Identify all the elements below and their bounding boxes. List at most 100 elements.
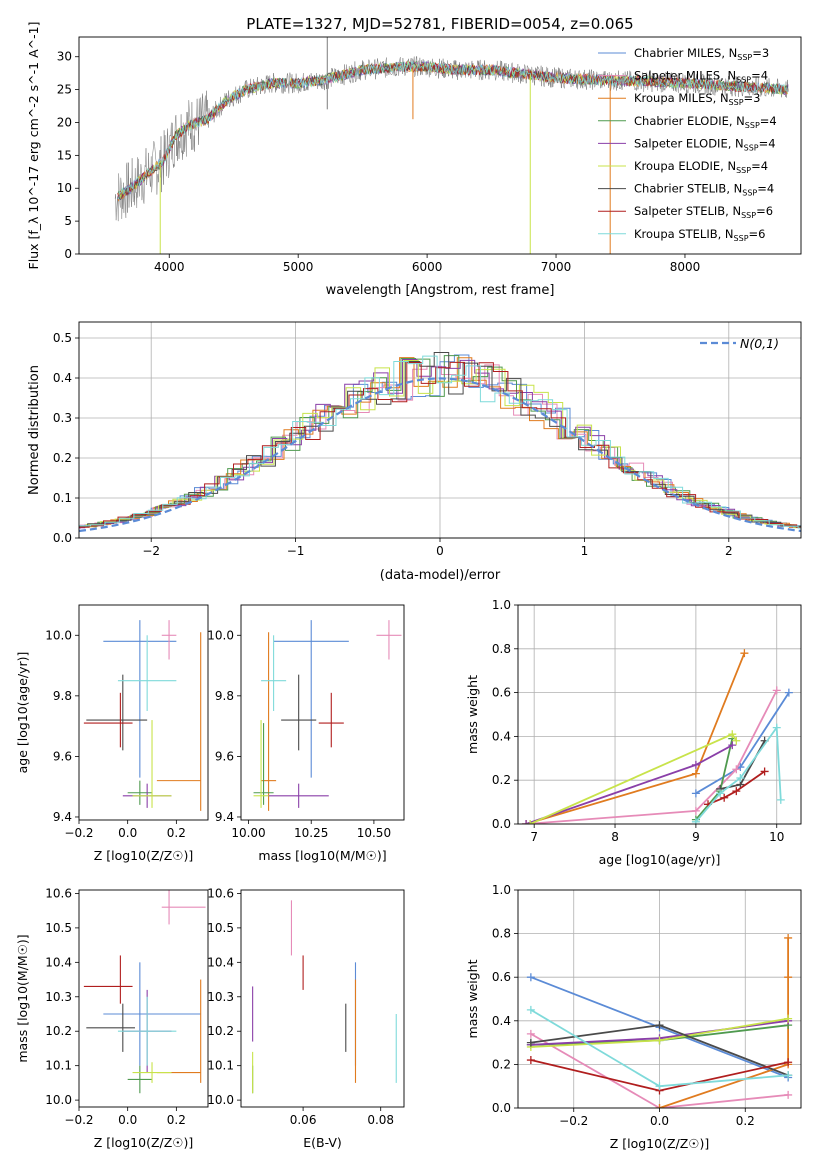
age_vs_Z-points [83, 620, 202, 811]
figure-title: PLATE=1327, MJD=52781, FIBERID=0054, z=0… [246, 15, 633, 33]
y-tick-label: 0.3 [53, 411, 72, 425]
x-tick-label: 9 [692, 830, 700, 844]
series-marker [784, 1058, 793, 1067]
age_vs_Z-y-label: age [log10(age/yr)] [15, 652, 30, 774]
series-marker [784, 1014, 793, 1023]
series-marker [526, 1056, 535, 1065]
y-tick-label: 0.0 [492, 1101, 511, 1115]
series-marker [732, 787, 741, 796]
y-tick-label: 15 [57, 148, 72, 162]
y-tick-label: 10.0 [207, 628, 234, 642]
y-tick-label: 10.5 [45, 921, 72, 935]
y-tick-label: 10.5 [207, 921, 234, 935]
y-tick-label: 5 [64, 214, 72, 228]
x-tick-label: 10.25 [294, 826, 328, 840]
y-tick-label: 1.0 [492, 598, 511, 612]
y-tick-label: 10.1 [45, 1059, 72, 1073]
legend-entry: Salpeter MILES, NSSP=4 [634, 69, 768, 85]
y-tick-label: 10.0 [207, 1093, 234, 1107]
series-marker [691, 817, 700, 824]
series-marker [784, 1090, 793, 1099]
age_vs_mass-points [253, 620, 402, 811]
legend-subscript: SSP [729, 98, 744, 107]
x-tick-label: 0.2 [736, 1114, 755, 1128]
legend-subscript: SSP [745, 121, 760, 130]
y-tick-label: 10.3 [207, 990, 234, 1004]
y-tick-label: 10.4 [45, 955, 72, 969]
mass_weight_vs_Z-frame [517, 889, 802, 1109]
x-tick-label: 2 [725, 544, 733, 558]
spectrum-frame [78, 36, 802, 255]
x-tick-label: 0.0 [118, 1113, 137, 1127]
legend-tail: =4 [751, 159, 768, 173]
legend-tail: =4 [757, 182, 774, 196]
x-tick-label: 0.06 [290, 1113, 317, 1127]
y-tick-label: 10.0 [45, 628, 72, 642]
series-marker [760, 767, 769, 776]
model-spectrum-kroupa-stelib [117, 60, 789, 200]
x-tick-label: 10 [769, 830, 784, 844]
x-tick-label: 0.08 [367, 1113, 394, 1127]
y-tick-label: 0.5 [53, 331, 72, 345]
x-tick-label: 0.0 [650, 1114, 669, 1128]
legend-subscript: SSP [744, 143, 759, 152]
y-tick-label: 9.8 [215, 689, 234, 703]
y-tick-label: 0.4 [492, 1014, 511, 1028]
age_vs_Z-x-label: Z [log10(Z/Z☉)] [94, 848, 194, 863]
mass_weight_vs_age-frame [517, 604, 802, 825]
x-tick-label: 4000 [154, 260, 185, 274]
legend-tail: =6 [749, 227, 766, 241]
residuals-x-label: (data-model)/error [380, 568, 501, 583]
axes-spectrum: 4000 5000 6000 7000 8000 0 5 10 15 20 25 30 [57, 50, 701, 274]
series-marker [655, 1036, 664, 1045]
mass_vs_ebv-points [252, 900, 397, 1094]
axes-age_vs_Z: −0.2 0.0 0.2 9.4 9.6 9.8 10.0 [45, 628, 186, 840]
spectrum-y-label: Flux [f_λ 10^-17 erg cm^-2 s^-1 A^-1] [26, 22, 41, 270]
x-tick-label: 8000 [670, 260, 701, 274]
x-tick-label: 6000 [412, 260, 443, 274]
series-marker [526, 820, 535, 824]
legend-entry: Chabrier ELODIE, NSSP=4 [634, 114, 777, 130]
mass_weight_vs_Z-y-label: mass weight [465, 959, 480, 1038]
legend-tail: =4 [759, 136, 776, 150]
x-tick-label: 0.2 [167, 826, 186, 840]
legend-tail: =4 [760, 114, 777, 128]
legend-tail: =3 [752, 46, 769, 60]
legend-subscript: SSP [734, 234, 749, 243]
age_vs_mass-frame [240, 604, 405, 821]
y-tick-label: 0.4 [53, 371, 72, 385]
series-marker [691, 760, 700, 769]
series-marker [784, 688, 793, 697]
y-tick-label: 10.6 [45, 886, 72, 900]
legend-subscript: SSP [737, 53, 752, 62]
y-tick-label: 9.6 [215, 749, 234, 763]
y-tick-label: 9.4 [53, 810, 72, 824]
y-tick-label: 0.1 [53, 491, 72, 505]
mass_vs_Z-frame [78, 889, 209, 1108]
age_vs_mass-x-label: mass [log10(M/M☉)] [258, 848, 386, 863]
y-tick-label: 0.2 [492, 773, 511, 787]
legend-entry: Kroupa ELODIE, NSSP=4 [634, 159, 768, 175]
mass_vs_ebv-frame [240, 889, 405, 1108]
spectrum-legend: Chabrier MILES, NSSP=3 Salpeter MILES, NS… [598, 46, 777, 243]
legend-entry: Chabrier STELIB, NSSP=4 [634, 182, 774, 198]
series-marker [691, 789, 700, 798]
x-tick-label: 0.2 [167, 1113, 186, 1127]
y-tick-label: 10.2 [45, 1024, 72, 1038]
y-tick-label: 10.2 [207, 1024, 234, 1038]
series-marker [655, 1082, 664, 1091]
residual-histograms [79, 352, 801, 533]
mass_weight_vs_age-lines [522, 649, 793, 824]
residuals-y-label: Normed distribution [27, 365, 42, 495]
y-tick-label: 10.1 [207, 1059, 234, 1073]
mass_weight_vs_age-y-label: mass weight [465, 675, 480, 754]
y-tick-label: 0.0 [492, 817, 511, 831]
series-marker [720, 793, 729, 802]
mass_vs_Z-y-label: mass [log10(M/M☉)] [15, 934, 30, 1062]
legend-tail: =6 [756, 204, 773, 218]
y-tick-label: 10.0 [45, 1093, 72, 1107]
y-tick-label: 0.2 [53, 451, 72, 465]
x-tick-label: 10.00 [231, 826, 265, 840]
series-marker [522, 820, 531, 824]
